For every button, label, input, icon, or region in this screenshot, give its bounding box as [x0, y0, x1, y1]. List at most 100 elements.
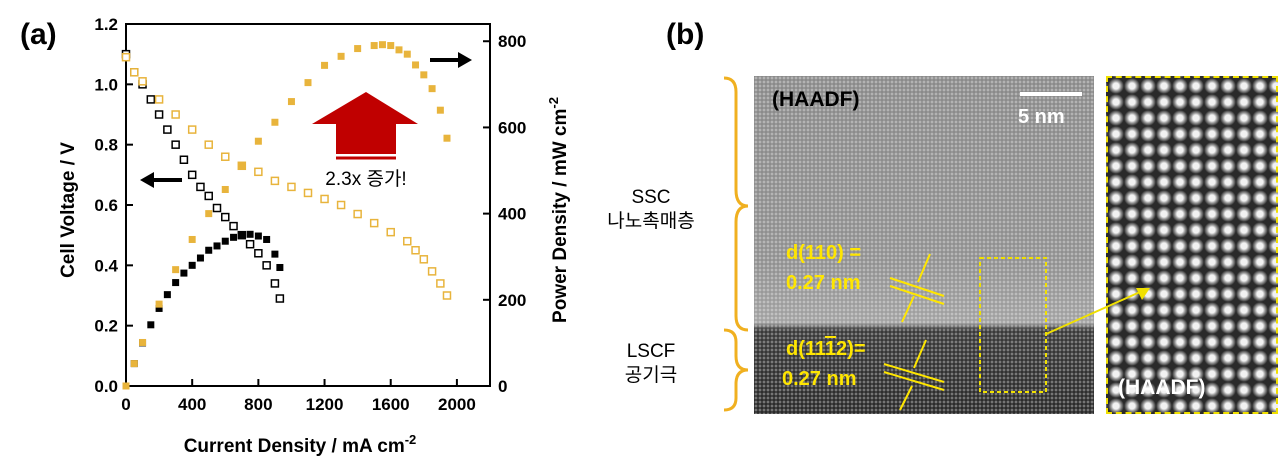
right-y-tick-label: 0: [498, 377, 507, 396]
data-point: [245, 239, 255, 249]
data-point: [419, 255, 429, 264]
data-point: [139, 338, 147, 346]
data-point: [138, 77, 147, 86]
panel-b-label: (b): [666, 18, 705, 51]
data-point: [403, 50, 411, 58]
right-y-axis-label-exponent: -2: [546, 97, 561, 109]
left-y-tick-label: 0.4: [94, 256, 118, 275]
data-point: [122, 382, 130, 390]
data-point: [262, 261, 271, 270]
data-point: [412, 61, 420, 69]
data-point: [205, 210, 213, 218]
data-point: [246, 230, 254, 238]
data-point: [428, 85, 436, 93]
data-point: [154, 95, 164, 104]
data-point: [204, 140, 213, 149]
data-point: [187, 125, 197, 134]
haadf-inset-label: (HAADF): [1118, 376, 1206, 399]
data-point: [172, 279, 180, 287]
right-axis-arrow-icon: [430, 52, 472, 68]
data-point: [204, 191, 213, 201]
d112-overbar-digit: 1: [824, 338, 837, 360]
data-point: [387, 42, 395, 50]
data-point: [254, 249, 263, 258]
d112-label-line1: d(1112)=: [786, 338, 866, 361]
data-point: [436, 279, 445, 288]
x-tick-label: 0: [121, 395, 130, 414]
data-point: [354, 45, 362, 53]
lscf-label-line2: 공기극: [624, 365, 678, 386]
data-point: [221, 152, 230, 161]
left-axis-arrow-icon: [140, 172, 182, 188]
data-point: [254, 167, 263, 177]
data-point: [238, 231, 246, 239]
plot-frame: [125, 23, 491, 387]
data-point: [188, 235, 196, 243]
data-point: [196, 182, 205, 192]
panel-a-label: (a): [20, 18, 57, 51]
data-point: [155, 300, 163, 308]
x-tick-label: 1200: [306, 395, 344, 414]
data-point: [187, 170, 197, 180]
data-point: [427, 267, 437, 276]
data-point: [436, 106, 444, 114]
data-point: [353, 209, 362, 219]
data-point: [213, 242, 221, 250]
data-point: [130, 68, 139, 77]
data-point: [163, 291, 171, 299]
data-point: [271, 250, 279, 258]
data-point: [146, 95, 156, 104]
data-point: [270, 176, 280, 186]
data-point: [230, 233, 238, 241]
ssc-layer-label: SSC 나노촉매층: [596, 186, 706, 234]
data-point: [411, 246, 420, 255]
left-y-tick-label: 0.2: [94, 317, 118, 336]
data-point: [443, 134, 451, 142]
data-point: [221, 237, 229, 245]
data-point: [420, 71, 428, 79]
ssc-brace: [723, 76, 749, 332]
data-point: [386, 227, 395, 237]
data-point: [303, 188, 313, 198]
data-point: [171, 140, 180, 149]
data-point: [263, 235, 271, 243]
data-point: [171, 110, 180, 119]
data-point: [337, 52, 345, 60]
data-point: [370, 42, 378, 50]
left-y-tick-label: 0.0: [94, 377, 118, 396]
data-point: [254, 137, 262, 145]
data-point: [287, 182, 296, 192]
right-y-tick-label: 800: [498, 32, 526, 51]
left-y-tick-label: 0.8: [94, 136, 118, 155]
data-point: [254, 232, 262, 240]
d112-label-line2: 0.27 nm: [782, 368, 857, 390]
data-point: [270, 279, 280, 288]
data-point: [172, 266, 180, 274]
data-point: [287, 98, 295, 106]
data-point: [221, 212, 230, 222]
x-axis-label-exponent: -2: [405, 432, 417, 447]
data-point: [238, 162, 246, 170]
ssc-label-line2: 나노촉매층: [607, 211, 695, 232]
increase-arrow-icon: [312, 92, 418, 160]
data-point: [196, 254, 204, 262]
data-point: [304, 79, 312, 87]
haadf-main-label: (HAADF): [772, 88, 860, 111]
data-point: [163, 125, 172, 134]
x-tick-label: 2000: [438, 395, 476, 414]
d110-label-line2: 0.27 nm: [786, 272, 861, 294]
left-y-tick-label: 0.6: [94, 196, 118, 215]
right-y-tick-label: 400: [498, 205, 526, 224]
lscf-layer-label: LSCF 공기극: [596, 340, 706, 388]
increase-annotation: 2.3x 증가!: [325, 168, 406, 190]
d110-label-line1: d(110) =: [786, 242, 862, 264]
data-point: [154, 110, 164, 119]
series-1: [121, 52, 452, 300]
left-y-axis-label: Cell Voltage / V: [58, 142, 79, 278]
right-y-axis-label: Power Density / mW cm-2: [546, 97, 571, 323]
data-point: [275, 294, 285, 303]
data-point: [395, 46, 403, 54]
data-point: [221, 185, 229, 193]
left-y-tick-label: 1.2: [94, 15, 118, 34]
data-point: [188, 261, 196, 269]
